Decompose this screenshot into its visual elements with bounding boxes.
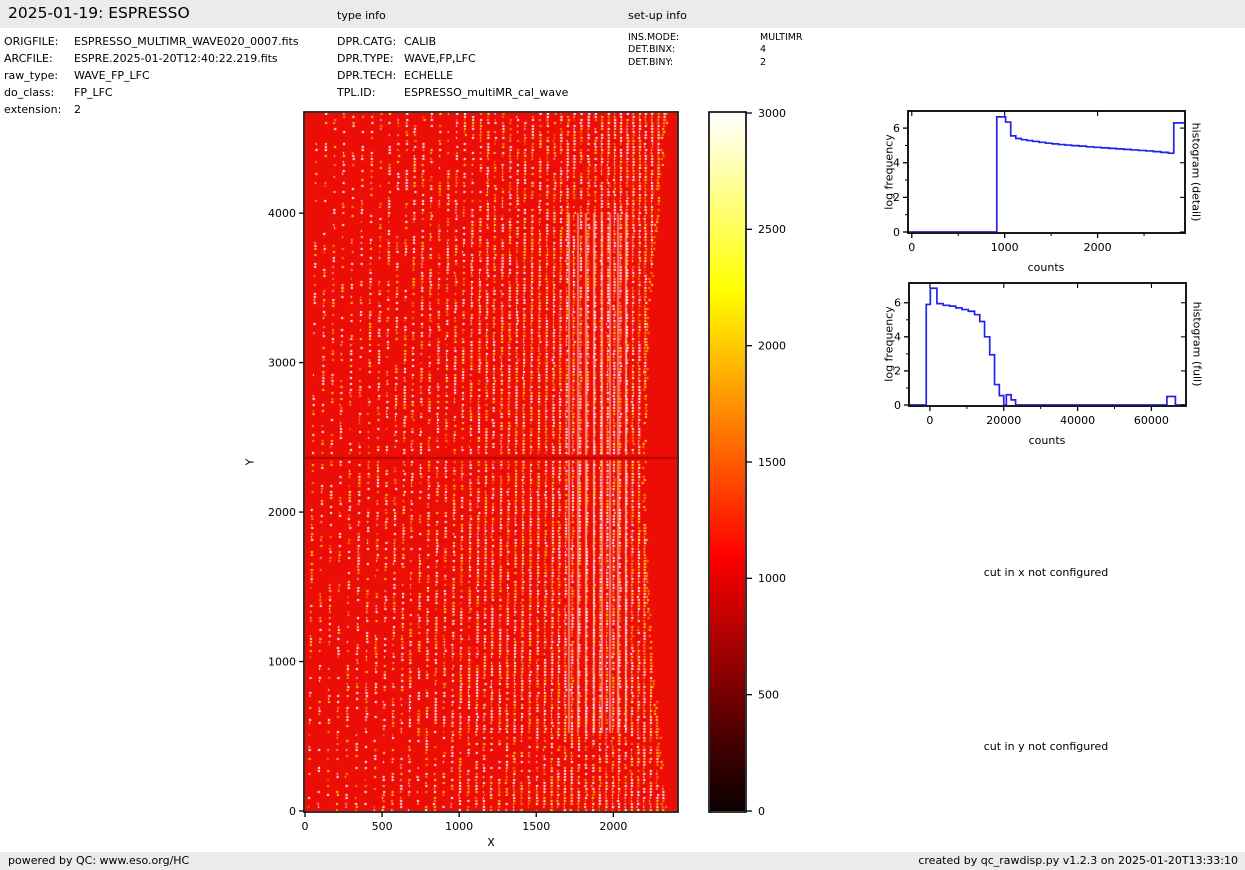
meta-value: ECHELLE [404,69,454,82]
svg-text:0: 0 [302,820,309,833]
footer-bar [0,852,1245,870]
histogram-full-y-axis-label: log frequency [882,306,896,382]
meta-row: DET.BINY: 2 [628,57,803,69]
setup-info-block: INS.MODE: MULTIMR DET.BINX: 4 DET.BINY: 2 [628,32,803,69]
svg-text:3000: 3000 [268,356,296,369]
svg-text:0: 0 [926,414,933,427]
svg-text:0: 0 [289,805,296,818]
meta-label: DPR.TYPE: [337,52,394,65]
histogram-detail-title: histogram (detail) [1189,122,1203,222]
meta-row: ORIGFILE: ESPRESSO_MULTIMR_WAVE020_0007.f… [4,33,299,50]
svg-text:2000: 2000 [1084,241,1112,254]
meta-value: MULTIMR [760,32,803,43]
meta-row: DPR.TECH: ECHELLE [337,67,568,84]
svg-text:40000: 40000 [1060,414,1095,427]
meta-row: extension: 2 [4,101,299,118]
meta-label: DET.BINX: [628,44,676,56]
meta-value: ESPRESSO_MULTIMR_WAVE020_0007.fits [74,35,299,48]
meta-label: ARCFILE: [4,52,53,65]
meta-value: 2 [760,56,767,68]
svg-text:20000: 20000 [986,414,1021,427]
setup-info-section-label: set-up info [628,9,687,22]
svg-text:1500: 1500 [522,820,550,833]
svg-text:3000: 3000 [758,107,786,120]
meta-row: DPR.TYPE: WAVE,FP,LFC [337,50,568,67]
meta-value: 2 [74,103,81,116]
meta-row: do_class: FP_LFC [4,84,299,101]
main-plot-x-axis-label: X [487,836,495,849]
meta-value: ESPRESSO_multiMR_cal_wave [404,86,569,99]
svg-text:0: 0 [894,399,901,412]
meta-value: WAVE,FP,LFC [404,52,476,65]
meta-label: DPR.CATG: [337,35,397,48]
page-title: 2025-01-19: ESPRESSO [8,4,190,22]
meta-label: DET.BINY: [628,56,674,68]
meta-row: TPL.ID: ESPRESSO_multiMR_cal_wave [337,84,568,101]
histogram-full-title: histogram (full) [1190,301,1204,387]
svg-text:2500: 2500 [758,223,786,236]
meta-value: 4 [760,44,767,56]
meta-value: ESPRE.2025-01-20T12:40:22.219.fits [74,52,278,65]
svg-text:1000: 1000 [758,572,786,585]
type-info-block: DPR.CATG: CALIB DPR.TYPE: WAVE,FP,LFC DPR.… [337,33,568,101]
meta-value: CALIB [404,35,437,48]
cut-in-x-message: cut in x not configured [983,566,1109,579]
histogram-full-x-axis-label: counts [1028,434,1066,447]
meta-row: ARCFILE: ESPRE.2025-01-20T12:40:22.219.fi… [4,50,299,67]
svg-text:2000: 2000 [599,820,627,833]
footer-powered-by: powered by QC: www.eso.org/HC [8,854,190,867]
svg-text:0: 0 [908,241,915,254]
svg-text:2000: 2000 [268,506,296,519]
svg-text:4000: 4000 [268,207,296,220]
svg-text:0: 0 [758,805,765,818]
meta-value: FP_LFC [74,86,113,99]
svg-text:1000: 1000 [991,241,1019,254]
meta-row: DPR.CATG: CALIB [337,33,568,50]
meta-label: raw_type: [4,69,59,82]
meta-label: extension: [4,103,62,116]
meta-row: raw_type: WAVE_FP_LFC [4,67,299,84]
header-bar [0,0,1245,28]
meta-label: do_class: [4,86,55,99]
cut-in-y-message: cut in y not configured [983,740,1109,753]
svg-text:500: 500 [372,820,393,833]
meta-label: TPL.ID: [337,86,376,99]
histogram-detail-y-axis-label: log frequency [882,134,896,210]
footer-created-by: created by qc_rawdisp.py v1.2.3 on 2025-… [918,854,1238,867]
meta-label: DPR.TECH: [337,69,397,82]
svg-text:6: 6 [893,122,900,135]
svg-text:1500: 1500 [758,456,786,469]
meta-row: INS.MODE: MULTIMR [628,32,803,44]
type-info-section-label: type info [337,9,386,22]
svg-text:500: 500 [758,688,779,701]
svg-text:0: 0 [893,226,900,239]
svg-text:60000: 60000 [1134,414,1169,427]
svg-text:1000: 1000 [445,820,473,833]
colorbar [710,113,745,811]
meta-label: INS.MODE: [628,32,680,43]
meta-row: DET.BINX: 4 [628,44,803,56]
svg-text:1000: 1000 [268,655,296,668]
svg-text:2000: 2000 [758,339,786,352]
meta-label: ORIGFILE: [4,35,59,48]
file-info-block: ORIGFILE: ESPRESSO_MULTIMR_WAVE020_0007.f… [4,33,299,118]
raw-frame-heatmap [305,113,677,811]
main-plot-y-axis-label: Y [243,458,257,466]
meta-value: WAVE_FP_LFC [74,69,150,82]
histogram-detail-x-axis-label: counts [1027,261,1065,274]
